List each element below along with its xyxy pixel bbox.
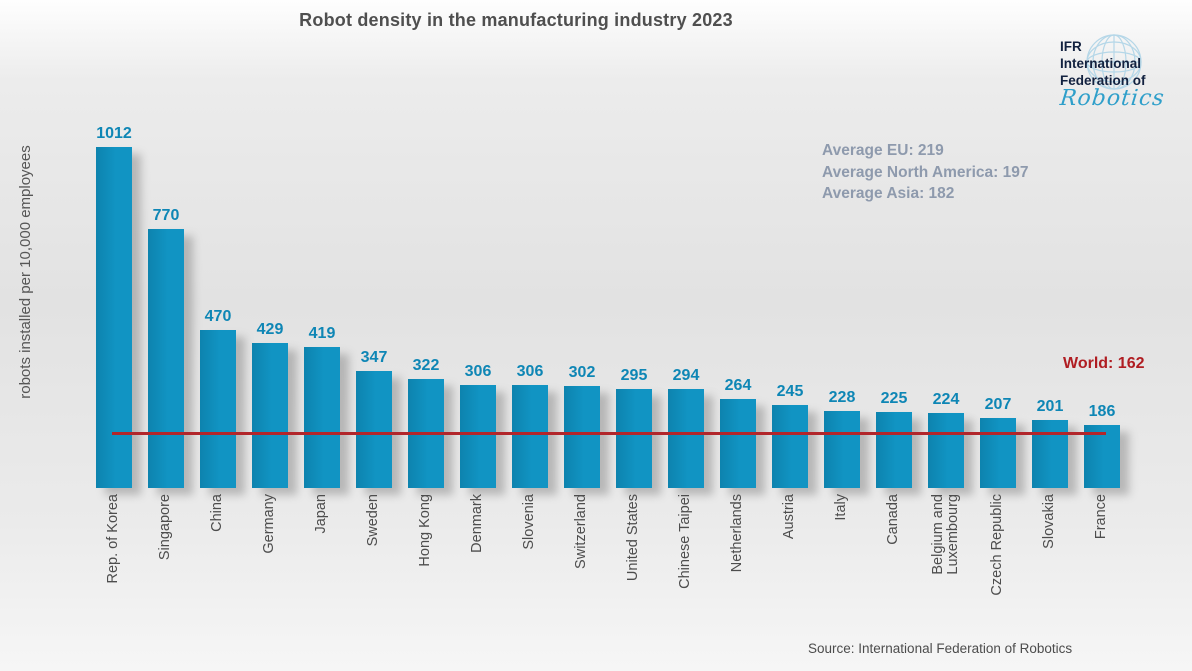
bar-value-label: 322 (412, 357, 440, 374)
x-axis-label: United States (625, 494, 642, 582)
bar-value-label: 228 (828, 389, 856, 406)
y-axis-label: robots installed per 10,000 employees (17, 145, 34, 399)
bar-value-label: 302 (568, 364, 596, 381)
bar (356, 371, 392, 488)
bar (512, 385, 548, 488)
bar (928, 413, 964, 488)
x-axis-label: Sweden (365, 494, 382, 547)
bar-value-label: 201 (1036, 398, 1064, 415)
x-axis-label: Rep. of Korea (105, 494, 122, 584)
x-axis-label: Germany (261, 494, 278, 554)
x-axis-label: Czech Republic (989, 494, 1006, 596)
x-axis-label: Hong Kong (417, 494, 434, 567)
average-annotations: Average EU: 219 Average North America: 1… (822, 140, 1028, 205)
bar (148, 229, 184, 488)
bar (980, 418, 1016, 488)
bar-value-label: 770 (152, 207, 180, 224)
world-reference-line (112, 432, 1106, 435)
x-axis-label: France (1093, 494, 1110, 540)
bar-value-label: 207 (984, 396, 1012, 413)
bar (824, 411, 860, 488)
bar (668, 389, 704, 488)
x-axis-label: Italy (833, 494, 850, 521)
ifr-logo: IFR International Federation of Robotics (1058, 30, 1178, 115)
x-axis-label: Canada (885, 494, 902, 545)
x-axis-label: China (209, 494, 226, 532)
world-reference-label: World: 162 (1063, 355, 1145, 372)
bar-value-label: 306 (464, 363, 492, 380)
x-axis-label: Japan (313, 494, 330, 534)
chart-title: Robot density in the manufacturing indus… (299, 10, 733, 30)
x-axis-label: Chinese Taipei (677, 494, 694, 589)
logo-text: IFR International Federation of (1060, 38, 1146, 89)
annotation-north-america: Average North America: 197 (822, 163, 1029, 181)
logo-line-2: International (1060, 56, 1142, 71)
x-axis-label: Belgium and Luxembourg (929, 494, 962, 575)
bar-value-label: 186 (1088, 403, 1116, 420)
annotation-eu: Average EU: 219 (822, 142, 944, 159)
globe-icon (1086, 34, 1142, 90)
bar-value-label: 225 (880, 390, 908, 407)
bar-value-label: 429 (256, 321, 284, 338)
logo-line-1: IFR (1060, 39, 1082, 54)
bar (564, 386, 600, 488)
x-axis-label: Austria (781, 494, 798, 540)
bar (616, 389, 652, 488)
bar-value-label: 470 (204, 308, 232, 325)
bar (304, 347, 340, 488)
bar (876, 412, 912, 488)
x-axis-label: Slovenia (521, 494, 538, 550)
x-axis-label: Singapore (157, 494, 174, 561)
bar-value-label: 245 (776, 383, 804, 400)
source-note: Source: International Federation of Robo… (808, 641, 1073, 656)
x-axis-label: Switzerland (573, 494, 590, 569)
bar (460, 385, 496, 488)
bar-value-label: 224 (932, 391, 960, 408)
bar (772, 405, 808, 488)
bar (1084, 425, 1120, 488)
x-axis-label: Denmark (469, 494, 486, 553)
annotation-asia: Average Asia: 182 (822, 185, 955, 202)
x-axis-label: Netherlands (729, 494, 746, 573)
bar-value-label: 419 (308, 325, 336, 342)
x-axis-label: Slovakia (1041, 494, 1058, 549)
bar (200, 330, 236, 488)
bar-value-label: 306 (516, 363, 544, 380)
bar (1032, 420, 1068, 488)
plot-area: 1012 Rep. of Korea 770 Singapore 470 China 429… (96, 0, 1120, 596)
bar (96, 147, 132, 488)
bar (252, 343, 288, 488)
bar-value-label: 295 (620, 367, 648, 384)
bar (720, 399, 756, 488)
bar-value-label: 264 (724, 377, 752, 394)
logo-line-3: Federation of (1060, 73, 1146, 88)
bar-value-label: 347 (360, 349, 388, 366)
bar-value-label: 294 (672, 367, 700, 384)
bar-value-label: 1012 (96, 125, 132, 142)
